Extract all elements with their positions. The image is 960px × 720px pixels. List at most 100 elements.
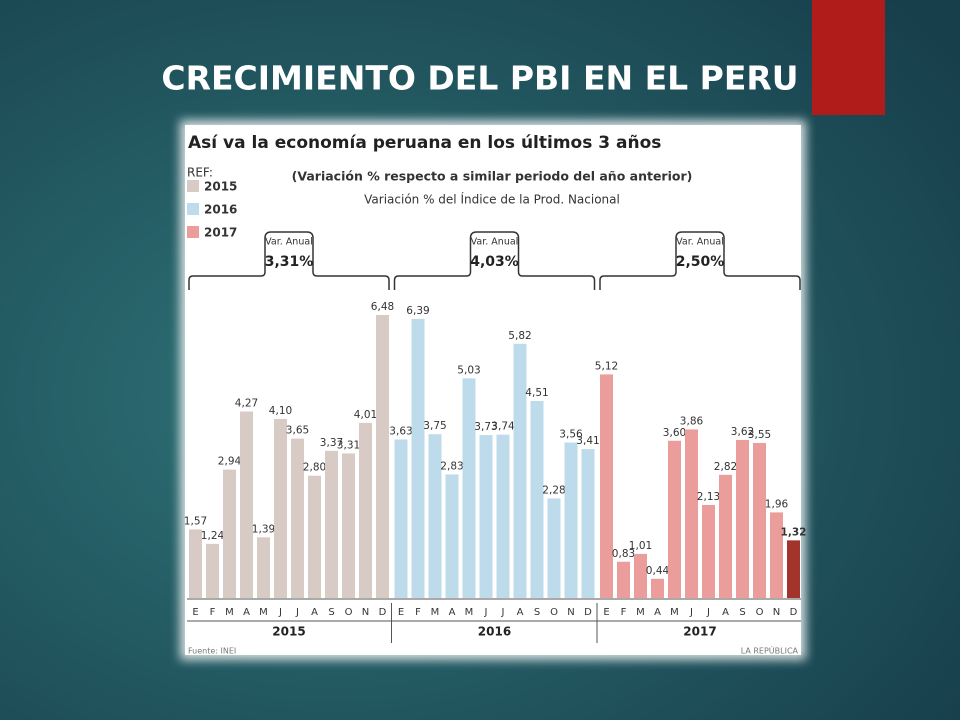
value-label: 1,01: [629, 540, 652, 552]
value-label: 3,41: [576, 435, 599, 447]
value-label: 3,55: [748, 429, 771, 441]
bar: [411, 318, 425, 598]
chart-subtitle: (Variación % respecto a similar periodo …: [292, 169, 693, 184]
value-label: 4,27: [235, 398, 258, 410]
bar: [581, 449, 595, 598]
x-tick-label: J: [706, 607, 710, 618]
value-label: 3,73: [474, 421, 497, 433]
value-label: 2,82: [714, 461, 737, 473]
legend-title: REF:: [187, 166, 213, 180]
x-tick-label: M: [465, 607, 474, 618]
x-tick-label: S: [534, 607, 540, 618]
bar: [753, 442, 766, 598]
x-tick-label: M: [636, 607, 645, 618]
bar: [530, 401, 544, 598]
value-label: 4,01: [354, 409, 377, 421]
value-label: 0,83: [612, 548, 635, 560]
value-label: 3,65: [286, 425, 309, 437]
x-tick-label: F: [621, 607, 627, 618]
slide-title: CRECIMIENTO DEL PBI EN EL PERU: [161, 59, 798, 98]
x-tick-label: M: [431, 607, 440, 618]
bar: [547, 498, 561, 598]
accent-block: [812, 0, 885, 115]
value-label: 1,96: [765, 498, 789, 510]
x-tick-label: E: [192, 607, 198, 618]
value-label: 3,37: [320, 437, 343, 449]
annual-label: Var. Anual: [676, 237, 724, 248]
brace: [393, 231, 596, 290]
value-label: 2,83: [440, 460, 463, 472]
year-label: 2017: [683, 625, 716, 639]
x-tick-label: M: [670, 607, 679, 618]
value-label: 2,94: [218, 456, 242, 468]
value-label: 4,51: [525, 387, 548, 399]
x-tick-label: D: [379, 607, 387, 618]
panel: [185, 125, 801, 655]
bar: [394, 439, 408, 598]
x-tick-label: A: [449, 607, 456, 618]
value-label: 3,86: [680, 415, 704, 427]
value-label: 5,82: [508, 330, 531, 342]
x-tick-label: J: [501, 607, 505, 618]
bar: [479, 435, 493, 598]
bar: [359, 422, 372, 598]
bar: [342, 453, 355, 598]
value-label: 6,48: [371, 301, 394, 313]
value-label: 4,10: [269, 405, 292, 417]
x-tick-label: A: [517, 607, 524, 618]
value-label: 6,39: [406, 305, 429, 317]
value-label: 3,31: [337, 439, 360, 451]
value-label: 3,63: [389, 425, 412, 437]
legend-label: 2016: [204, 203, 237, 217]
bar: [376, 315, 389, 598]
x-tick-label: A: [722, 607, 729, 618]
annual-value: 4,03%: [470, 254, 519, 270]
x-tick-label: O: [550, 607, 558, 618]
x-tick-label: A: [654, 607, 661, 618]
annual-label: Var. Anual: [471, 237, 519, 248]
value-label: 3,62: [731, 426, 754, 438]
x-tick-label: N: [567, 607, 574, 618]
bar: [736, 439, 749, 598]
value-label: 2,28: [542, 484, 565, 496]
bar: [770, 512, 783, 598]
bar: [428, 434, 442, 598]
x-tick-label: E: [603, 607, 609, 618]
value-label: 5,03: [457, 364, 480, 376]
x-tick-label: D: [790, 607, 798, 618]
bar: [702, 504, 715, 598]
bar: [513, 343, 527, 598]
value-label: 1,24: [201, 530, 225, 542]
value-label: 3,75: [423, 420, 446, 432]
year-label: 2016: [478, 625, 511, 639]
bar: [787, 540, 800, 598]
bar: [651, 578, 664, 598]
value-label: 1,32: [781, 526, 807, 538]
bar: [257, 537, 270, 598]
bar: [617, 561, 630, 598]
bar: [240, 411, 253, 598]
x-tick-label: E: [398, 607, 404, 618]
annual-label: Var. Anual: [265, 237, 313, 248]
x-tick-label: A: [311, 607, 318, 618]
x-tick-label: N: [362, 607, 369, 618]
year-label: 2015: [272, 625, 305, 639]
bar: [206, 543, 219, 598]
value-label: 1,39: [252, 523, 275, 535]
value-label: 2,13: [697, 491, 720, 503]
legend-swatch: [187, 226, 199, 238]
x-tick-label: O: [345, 607, 353, 618]
bar: [291, 438, 304, 598]
legend-swatch: [187, 203, 199, 215]
bar: [308, 475, 321, 598]
bar: [189, 529, 202, 598]
value-label: 2,80: [303, 462, 326, 474]
chart-title: Así va la economía peruana en los último…: [188, 133, 661, 153]
bar: [445, 474, 459, 598]
value-label: 3,56: [559, 429, 583, 441]
x-tick-label: M: [259, 607, 268, 618]
x-tick-label: M: [225, 607, 234, 618]
bar: [496, 434, 510, 598]
